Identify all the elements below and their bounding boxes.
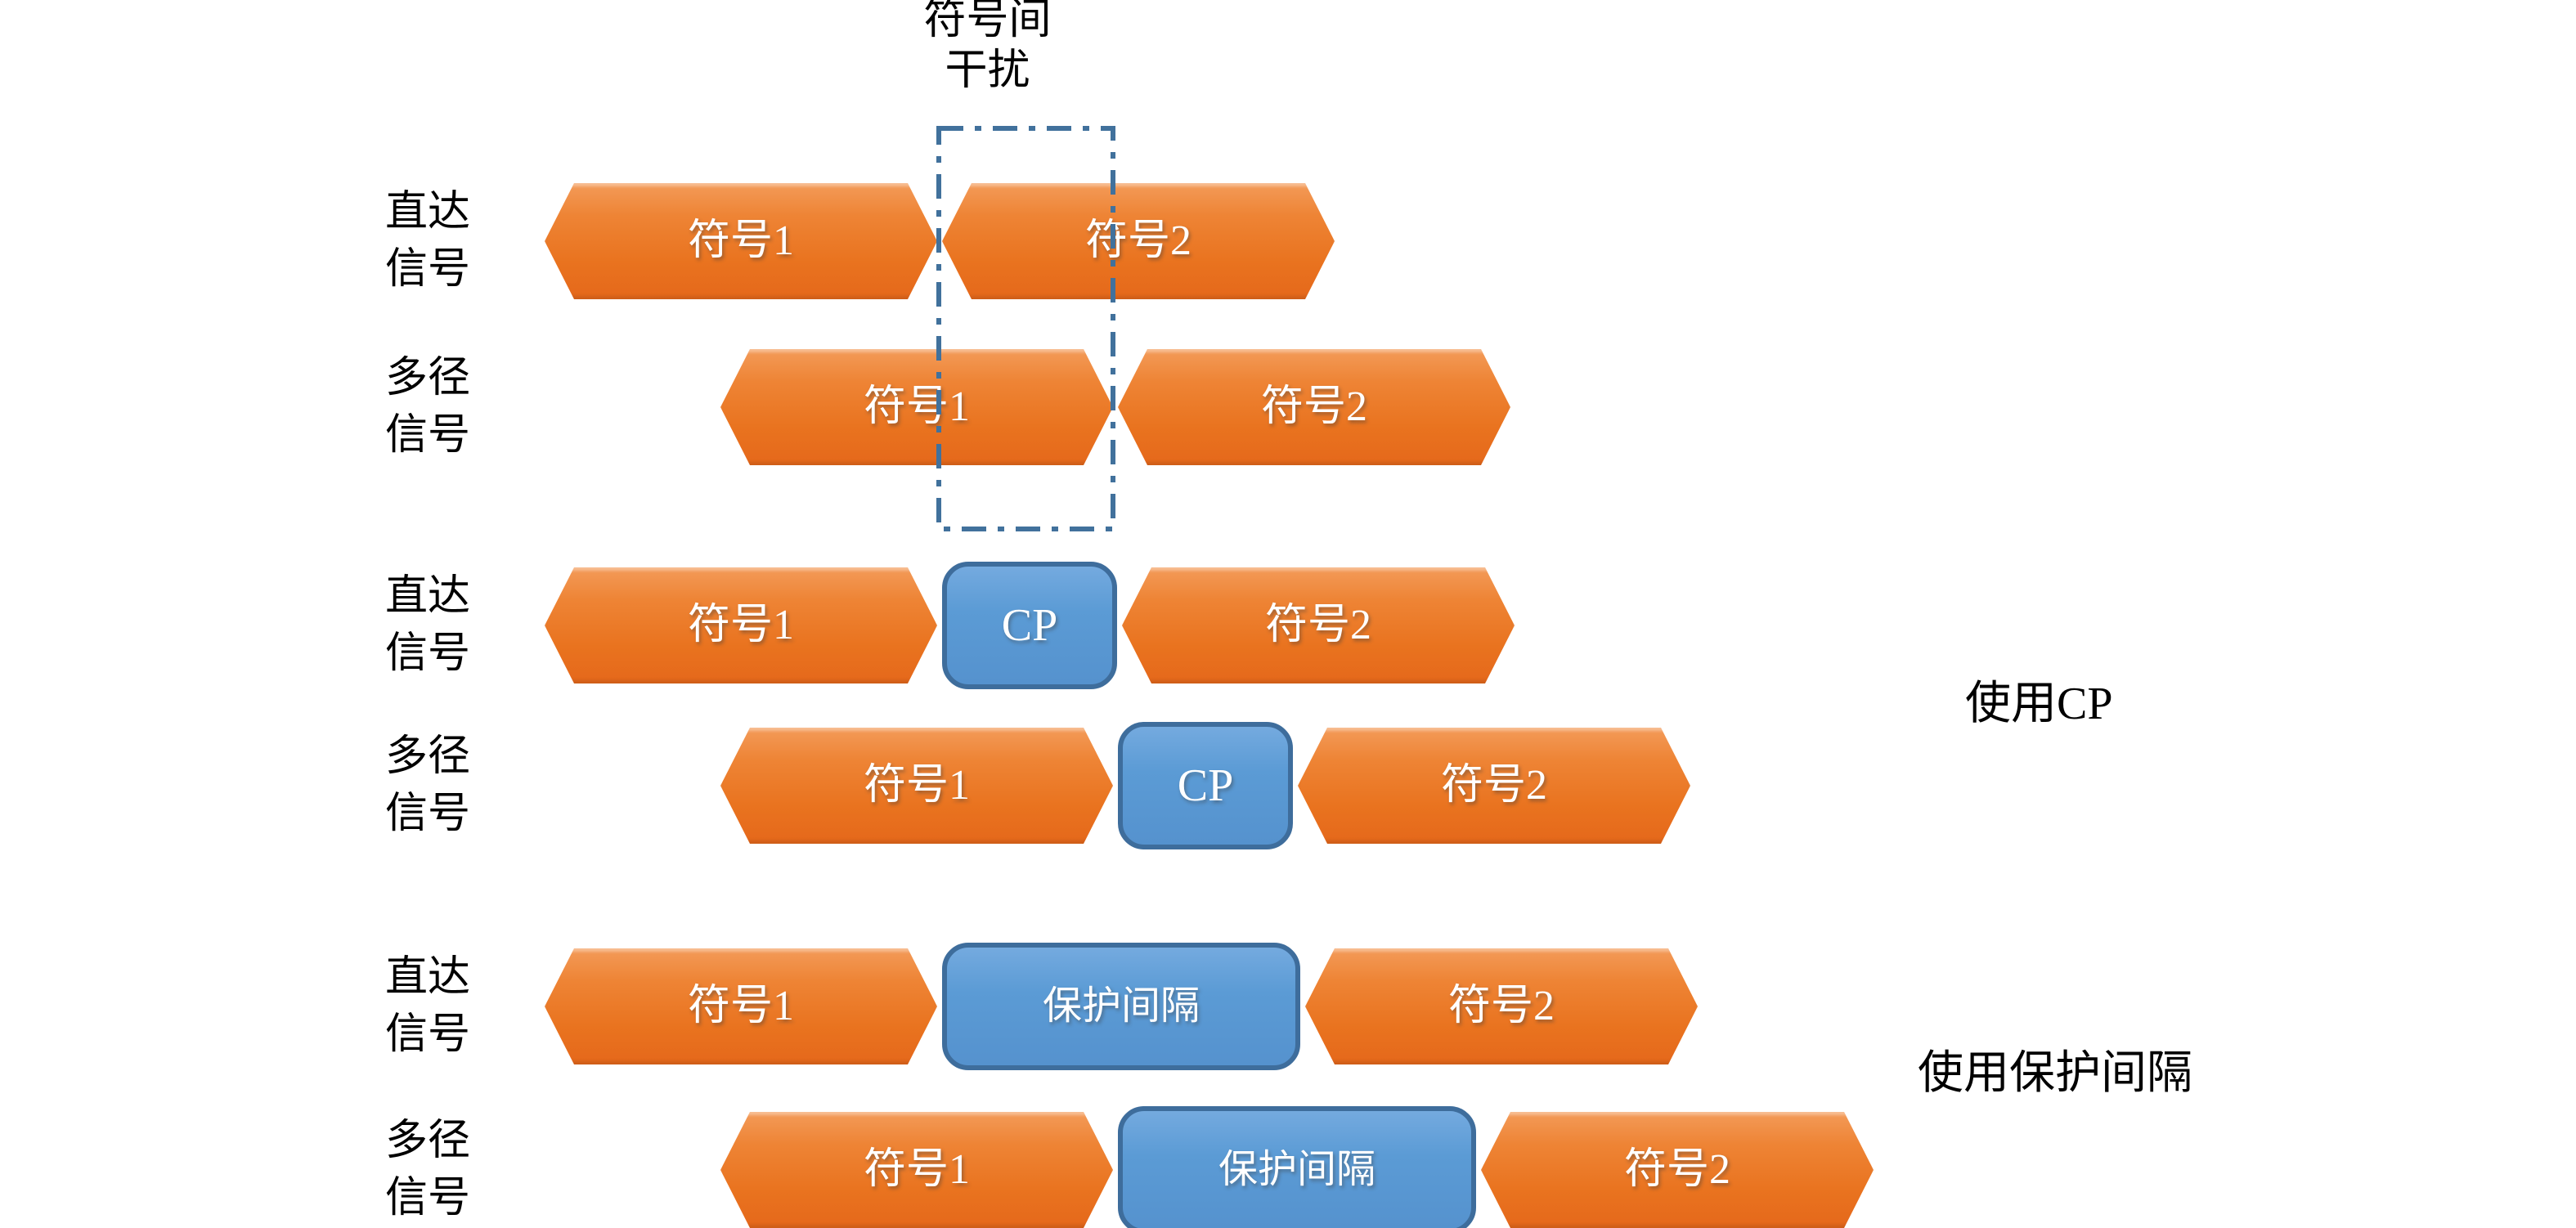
row-label-line1: 直达: [384, 573, 470, 620]
symbol2-shape: 符号2: [1481, 1112, 1874, 1228]
row-multipath-signal-cp: 多径 信号 符号1 CP 符号2: [0, 722, 2576, 849]
symbol1-shape: 符号1: [720, 349, 1113, 465]
row-label-multipath-1: 多径 信号: [334, 350, 522, 464]
symbol2-text: 符号2: [1084, 217, 1192, 264]
guard-interval-text: 保护间隔: [1042, 984, 1200, 1028]
symbol2-shape: 符号2: [1122, 567, 1515, 683]
row-label-line1: 直达: [384, 189, 470, 235]
use-guard-interval-annotation: 使用保护间隔: [1918, 1048, 2192, 1099]
symbol1-shape: 符号1: [545, 183, 937, 299]
row-multipath-signal-guard: 多径 信号 符号1 保护间隔 符号2: [0, 1106, 2576, 1228]
symbol1-text: 符号1: [863, 762, 970, 809]
guard-interval-box: 保护间隔: [942, 943, 1300, 1070]
row-label-line2: 信号: [384, 1175, 470, 1221]
symbol1-text: 符号1: [687, 983, 794, 1029]
symbol1-shape: 符号1: [720, 1112, 1113, 1228]
row-direct-signal-guard: 直达 信号 符号1 保护间隔 符号2: [0, 943, 2576, 1070]
isi-annotation-line2: 干扰: [945, 47, 1030, 94]
row-label-direct-3: 直达 信号: [334, 949, 522, 1064]
symbol2-shape: 符号2: [1118, 349, 1510, 465]
row-multipath-signal-1: 多径 信号 符号1 符号2: [0, 349, 2576, 465]
guard-interval-box: 保护间隔: [1118, 1106, 1476, 1228]
row-label-line1: 多径: [384, 733, 470, 780]
symbol2-text: 符号2: [1440, 762, 1547, 809]
symbol2-text: 符号2: [1260, 383, 1367, 430]
row-label-line2: 信号: [384, 412, 470, 459]
symbol1-shape: 符号1: [720, 728, 1113, 844]
cp-text: CP: [1177, 760, 1234, 811]
isi-annotation-line1: 符号间: [923, 0, 1052, 43]
symbol2-text: 符号2: [1623, 1146, 1730, 1193]
row-label-multipath-2: 多径 信号: [334, 728, 522, 843]
symbol1-text: 符号1: [687, 217, 794, 264]
row-label-line2: 信号: [384, 791, 470, 837]
isi-dashed-rectangle: [936, 126, 1115, 531]
symbol1-text: 符号1: [687, 602, 794, 648]
symbol2-text: 符号2: [1447, 983, 1555, 1029]
symbol2-text: 符号2: [1264, 602, 1371, 648]
symbol1-shape: 符号1: [545, 948, 937, 1064]
cp-box: CP: [942, 562, 1117, 689]
row-direct-signal-1: 直达 信号 符号1 符号2: [0, 183, 2576, 299]
row-label-line1: 多径: [384, 355, 470, 401]
cp-text: CP: [1001, 600, 1058, 651]
cp-box: CP: [1118, 722, 1293, 849]
symbol1-text: 符号1: [863, 383, 970, 430]
row-label-direct-2: 直达 信号: [334, 568, 522, 683]
symbol1-text: 符号1: [863, 1146, 970, 1193]
row-label-line1: 多径: [384, 1118, 470, 1164]
row-label-line2: 信号: [384, 1011, 470, 1058]
symbol2-shape: 符号2: [1298, 728, 1690, 844]
row-label-line1: 直达: [384, 954, 470, 1001]
row-direct-signal-cp: 直达 信号 符号1 CP 符号2: [0, 562, 2576, 689]
row-label-line2: 信号: [384, 630, 470, 677]
guard-interval-text: 保护间隔: [1218, 1148, 1376, 1191]
row-label-direct-1: 直达 信号: [334, 184, 522, 298]
symbol1-shape: 符号1: [545, 567, 937, 683]
symbol2-shape: 符号2: [1305, 948, 1698, 1064]
isi-annotation: 符号间 干扰: [842, 0, 1133, 96]
row-label-line2: 信号: [384, 246, 470, 293]
row-label-multipath-3: 多径 信号: [334, 1113, 522, 1227]
symbol2-shape: 符号2: [942, 183, 1335, 299]
use-cp-annotation: 使用CP: [1965, 679, 2113, 729]
